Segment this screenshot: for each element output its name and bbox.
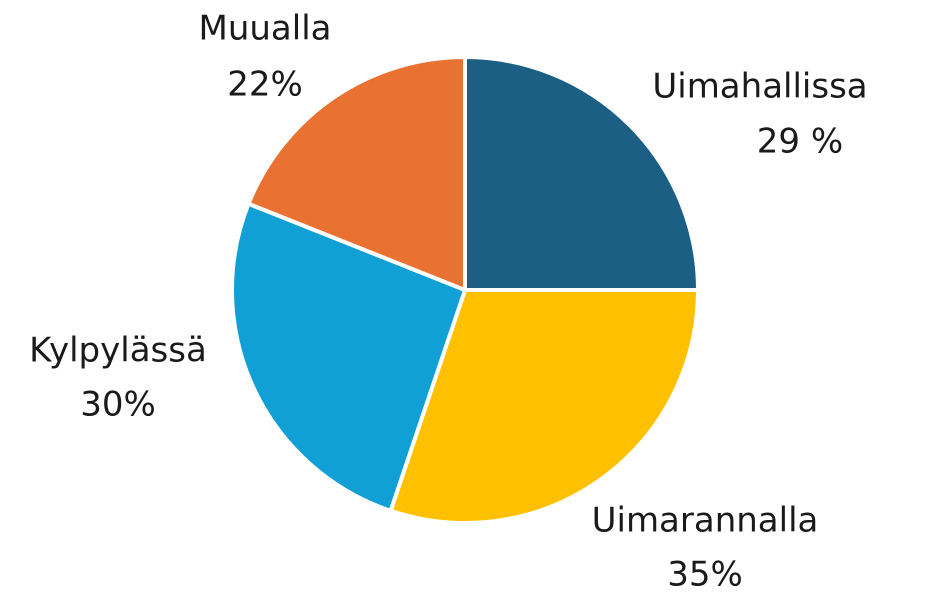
slice-value-label: 22%: [227, 65, 303, 105]
slice-label: Uimarannalla: [592, 501, 819, 541]
slice-value-label: 35%: [667, 555, 743, 595]
pie-slice: [246, 55, 467, 292]
slice-label: Kylpylässä: [29, 331, 207, 371]
pie-slice: [388, 288, 700, 525]
slice-label: Uimahallissa: [652, 67, 867, 107]
slice-value-label: 30%: [80, 385, 156, 425]
slice-label: Muualla: [199, 9, 332, 49]
pie-slice: [230, 201, 467, 513]
pie-slice: [463, 55, 700, 292]
slice-value-label: 29 %: [757, 122, 843, 162]
